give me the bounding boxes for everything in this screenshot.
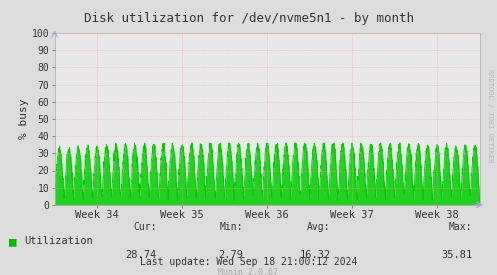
Text: 2.79: 2.79 xyxy=(219,250,244,260)
Text: 35.81: 35.81 xyxy=(441,250,472,260)
Text: Munin 2.0.67: Munin 2.0.67 xyxy=(219,268,278,275)
Text: Utilization: Utilization xyxy=(24,236,92,246)
Text: RRDTOOL / TOBI OETIKER: RRDTOOL / TOBI OETIKER xyxy=(487,69,493,162)
Text: Disk utilization for /dev/nvme5n1 - by month: Disk utilization for /dev/nvme5n1 - by m… xyxy=(83,12,414,25)
Text: Last update: Wed Sep 18 21:00:12 2024: Last update: Wed Sep 18 21:00:12 2024 xyxy=(140,257,357,267)
Text: Min:: Min: xyxy=(220,222,244,232)
Text: ■: ■ xyxy=(9,235,16,248)
Text: 16.32: 16.32 xyxy=(299,250,331,260)
Text: 28.74: 28.74 xyxy=(125,250,157,260)
Text: Avg:: Avg: xyxy=(307,222,331,232)
Text: Cur:: Cur: xyxy=(133,222,157,232)
Text: Max:: Max: xyxy=(449,222,472,232)
Y-axis label: % busy: % busy xyxy=(19,99,29,139)
